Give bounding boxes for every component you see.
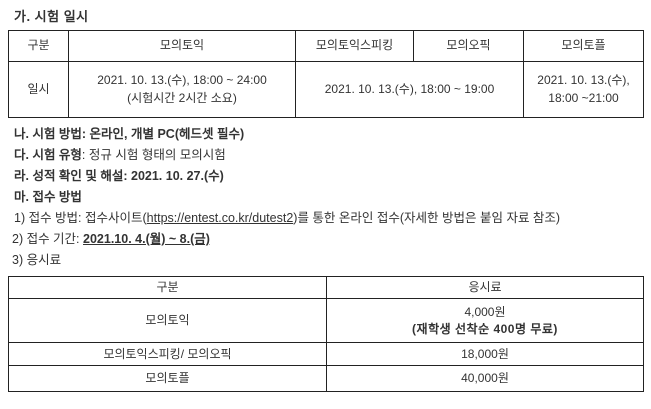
- schedule-header-row: 구분 모의토익 모의토익스피킹 모의오픽 모의토플: [8, 30, 644, 62]
- note-exam-type-label: 다. 시험 유형: [14, 148, 82, 162]
- registration-period-line: 2) 접수 기간: 2021.10. 4.(월) ~ 8.(금): [12, 229, 651, 250]
- fee-value-toeic: 4,000원 (재학생 선착순 400명 무료): [326, 298, 644, 344]
- fee-toeic-free-note: (재학생 선착순 400명 무료): [412, 321, 558, 336]
- fee-header-fee: 응시료: [326, 275, 644, 300]
- registration-site-link[interactable]: https://entest.co.kr/dutest2: [146, 211, 294, 225]
- schedule-cell-speaking-opic: 2021. 10. 13.(수), 18:00 ~ 19:00: [295, 61, 524, 118]
- fee-row-speaking-opic: 모의토익스피킹/ 모의오픽 18,000원: [8, 342, 644, 367]
- schedule-cell-toefl: 2021. 10. 13.(수), 18:00 ~21:00: [523, 61, 644, 118]
- schedule-header-toeic-speaking: 모의토익스피킹: [295, 30, 414, 62]
- section-heading-exam-datetime: 가. 시험 일시: [14, 9, 89, 24]
- fee-table: 구분 응시료 모의토익 4,000원 (재학생 선착순 400명 무료) 모의토…: [8, 275, 644, 393]
- toeic-duration: (시험시간 2시간 소요): [127, 90, 237, 105]
- schedule-header-opic: 모의오픽: [413, 30, 524, 62]
- fee-label-toefl: 모의토플: [8, 365, 327, 393]
- fee-label-toeic: 모의토익: [8, 298, 327, 344]
- toefl-time: 18:00 ~21:00: [548, 90, 619, 105]
- registration-method-prefix: 1) 접수 방법: 접수사이트(: [14, 211, 147, 225]
- fee-label-speaking-opic: 모의토익스피킹/ 모의오픽: [8, 342, 327, 367]
- registration-period-label: 2) 접수 기간:: [12, 232, 84, 246]
- document-page: 가. 시험 일시 구분 모의토익 모의토익스피킹 모의오픽 모의토플 일시 20…: [0, 9, 651, 393]
- fee-heading-line: 3) 응시료: [12, 253, 62, 267]
- note-score-release: 라. 성적 확인 및 해설: 2021. 10. 27.(수): [14, 169, 224, 183]
- registration-method-paragraph: 1) 접수 방법: 접수사이트(https://entest.co.kr/dut…: [2, 208, 647, 229]
- fee-value-speaking-opic: 18,000원: [326, 342, 644, 367]
- schedule-data-row: 일시 2021. 10. 13.(수), 18:00 ~ 24:00 (시험시간…: [8, 61, 644, 118]
- toeic-datetime: 2021. 10. 13.(수), 18:00 ~ 24:00: [97, 73, 267, 88]
- schedule-header-category: 구분: [8, 30, 69, 62]
- note-registration-heading: 마. 접수 방법: [14, 190, 82, 204]
- fee-value-toefl: 40,000원: [326, 365, 644, 393]
- fee-header-category: 구분: [8, 275, 327, 300]
- fee-row-toefl: 모의토플 40,000원: [8, 365, 644, 393]
- note-exam-type: 다. 시험 유형: 정규 시험 형태의 모의시험: [14, 145, 651, 166]
- fee-toeic-amount: 4,000원: [464, 304, 506, 319]
- schedule-header-toeic: 모의토익: [68, 30, 296, 62]
- fee-header-row: 구분 응시료: [8, 275, 644, 300]
- toefl-date: 2021. 10. 13.(수),: [537, 73, 630, 88]
- registration-method-suffix: )를 통한 온라인 접수(자세한 방법은 붙임 자료 참조): [293, 211, 561, 225]
- schedule-header-toefl: 모의토플: [523, 30, 644, 62]
- exam-schedule-table: 구분 모의토익 모의토익스피킹 모의오픽 모의토플 일시 2021. 10. 1…: [8, 30, 644, 118]
- notes-section: 나. 시험 방법: 온라인, 개별 PC(헤드셋 필수) 다. 시험 유형: 정…: [0, 124, 651, 271]
- registration-period-dates: 2021.10. 4.(월) ~ 8.(금): [83, 232, 210, 246]
- note-exam-method: 나. 시험 방법: 온라인, 개별 PC(헤드셋 필수): [14, 127, 245, 141]
- schedule-cell-toeic: 2021. 10. 13.(수), 18:00 ~ 24:00 (시험시간 2시…: [68, 61, 296, 118]
- fee-row-toeic: 모의토익 4,000원 (재학생 선착순 400명 무료): [8, 298, 644, 344]
- note-exam-type-value: : 정규 시험 형태의 모의시험: [81, 148, 226, 162]
- schedule-row-label: 일시: [8, 61, 69, 118]
